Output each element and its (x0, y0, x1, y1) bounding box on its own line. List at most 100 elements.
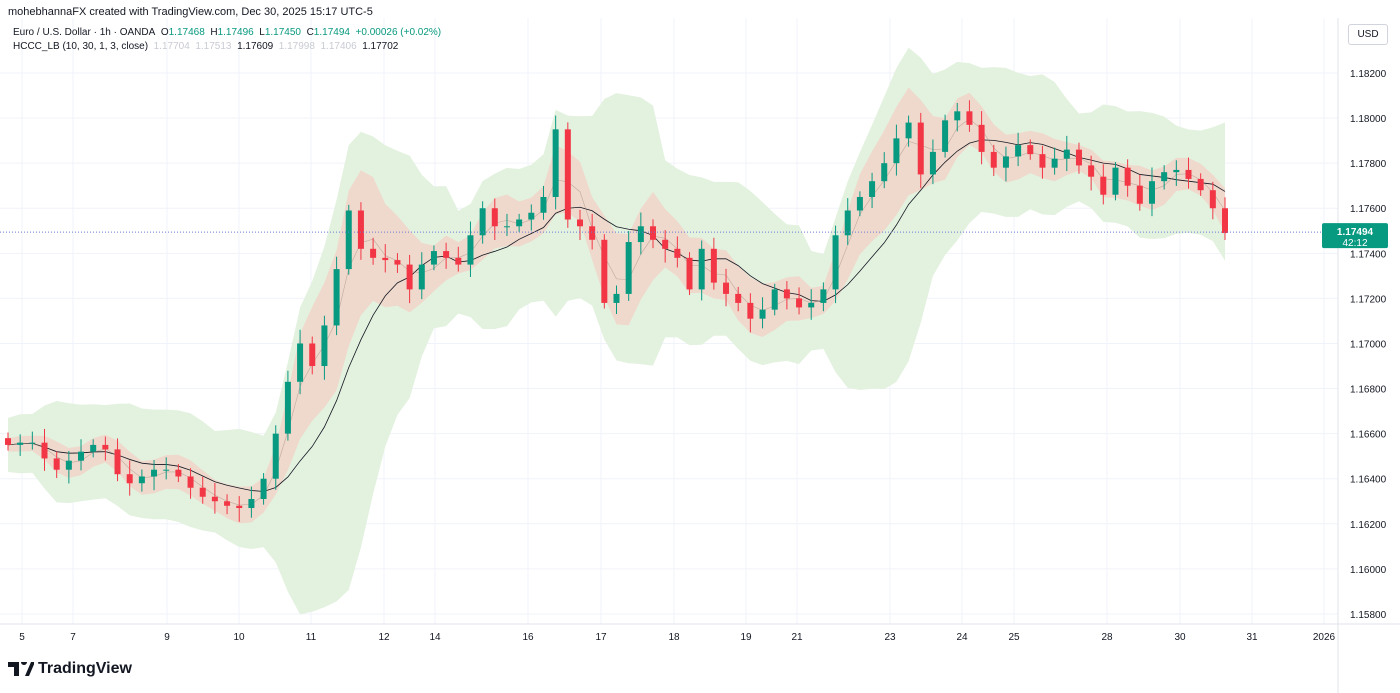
candle-body (199, 487, 206, 497)
candle (650, 219, 657, 249)
candle-body (284, 381, 291, 434)
candle-body (1136, 185, 1143, 204)
candle-body (613, 293, 620, 303)
candle-body (662, 239, 669, 249)
candle (710, 237, 717, 290)
candle-body (5, 438, 11, 445)
candle-body (309, 343, 316, 367)
symbol-legend[interactable]: Euro / U.S. Dollar · 1h · OANDA O1.17468… (13, 26, 441, 40)
candle-body (796, 298, 803, 308)
candle-body (102, 444, 109, 450)
candle (1015, 132, 1022, 167)
candle (370, 237, 377, 265)
x-tick-label: 7 (70, 632, 76, 643)
candle (564, 122, 571, 228)
candle (138, 469, 145, 492)
x-tick-label: 31 (1246, 632, 1258, 643)
candle (382, 244, 389, 273)
candle (723, 268, 730, 307)
candle-body (674, 248, 681, 258)
open-value: 1.17468 (168, 27, 205, 38)
candle (260, 473, 267, 505)
candle (929, 139, 936, 185)
candle-body (1039, 154, 1046, 168)
candle (856, 191, 863, 217)
candle (528, 204, 535, 231)
candle (1185, 157, 1192, 189)
candle-body (564, 129, 571, 220)
candle (41, 428, 48, 471)
candle-body (163, 469, 170, 471)
candle (467, 221, 474, 277)
tradingview-logo[interactable]: TradingView (8, 660, 132, 678)
candle (990, 144, 997, 177)
candle-body (41, 442, 48, 459)
indicator-value: 1.17513 (195, 41, 232, 52)
candle-body (382, 257, 389, 261)
candle-body (637, 226, 644, 243)
candle-body (1197, 178, 1204, 191)
candle-body (820, 289, 827, 303)
candle-body (990, 151, 997, 168)
indicator-legend[interactable]: HCCC_LB (10, 30, 1, 3, close) 1.17704 1.… (13, 40, 441, 54)
candle-body (394, 260, 401, 265)
candle-body (138, 476, 145, 484)
candle (248, 486, 255, 518)
indicator-value: 1.17702 (362, 41, 399, 52)
candle (17, 434, 24, 456)
candle (78, 439, 85, 471)
x-tick-label: 9 (164, 632, 170, 643)
candle (1173, 160, 1180, 186)
candle (175, 464, 182, 483)
candle-body (333, 269, 340, 326)
candle (503, 213, 510, 236)
x-tick-label: 10 (233, 632, 245, 643)
indicator-name: HCCC_LB (10, 30, 1, 3, close) (13, 41, 149, 52)
close-label: C (306, 27, 314, 38)
candle-body (90, 444, 97, 452)
candle-body (1075, 149, 1082, 166)
x-tick-label: 19 (740, 632, 752, 643)
currency-button[interactable]: USD (1348, 24, 1388, 45)
candle-body (783, 289, 790, 299)
candle (1136, 174, 1143, 211)
candle-body (771, 289, 778, 310)
candle-body (650, 226, 657, 240)
x-tick-label: 28 (1101, 632, 1113, 643)
candle (430, 245, 437, 271)
candle (455, 246, 462, 272)
symbol-name: Euro / U.S. Dollar · 1h · OANDA (13, 27, 156, 38)
candle-body (430, 251, 437, 265)
candle (942, 114, 949, 158)
candle (808, 289, 815, 320)
x-tick-label: 16 (522, 632, 534, 643)
candle (869, 172, 876, 209)
candle (832, 225, 839, 304)
candle (966, 100, 973, 132)
y-tick-label: 1.18200 (1350, 69, 1387, 80)
candle-body (1124, 167, 1131, 186)
x-tick-label: 5 (19, 632, 25, 643)
candle (516, 213, 523, 232)
candle (905, 115, 912, 147)
candle-body (1185, 169, 1192, 179)
candle-body (869, 181, 876, 197)
x-tick-label: 24 (956, 632, 968, 643)
candle-body (345, 210, 352, 270)
low-label: L (259, 27, 265, 38)
candle-body (78, 451, 85, 461)
candle (917, 112, 924, 189)
candle (345, 204, 352, 275)
chart-credit: mohebhannaFX created with TradingView.co… (8, 6, 373, 18)
candle-body (406, 264, 413, 290)
outer-band (8, 47, 1225, 615)
fast-average-line (7, 118, 1226, 506)
candle (747, 293, 754, 333)
candle (625, 231, 632, 301)
candle-body (211, 496, 218, 502)
candle-body (479, 208, 486, 236)
candle (1209, 181, 1216, 220)
candle-body (1222, 208, 1228, 234)
candle (199, 476, 206, 504)
